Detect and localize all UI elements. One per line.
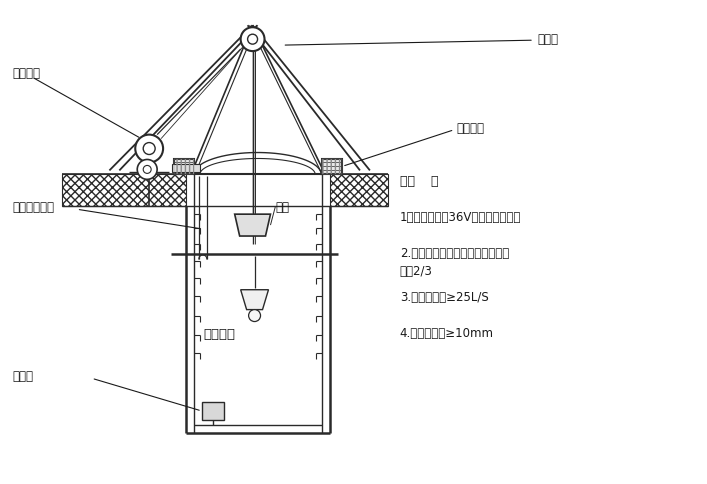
Bar bbox=[330, 175, 388, 207]
Bar bbox=[202, 402, 223, 420]
Text: 钢架管: 钢架管 bbox=[537, 32, 558, 45]
Circle shape bbox=[137, 160, 157, 180]
Text: 吊桶: 吊桶 bbox=[276, 200, 289, 213]
Text: 潜水泵: 潜水泵 bbox=[12, 369, 33, 382]
Circle shape bbox=[135, 136, 163, 163]
Polygon shape bbox=[240, 290, 269, 310]
Text: 3.孔内送风量≥25L/S: 3.孔内送风量≥25L/S bbox=[399, 290, 489, 303]
Bar bbox=[62, 175, 186, 207]
Bar bbox=[174, 160, 194, 175]
Bar bbox=[322, 160, 342, 175]
Text: 照明灯具: 照明灯具 bbox=[204, 327, 236, 340]
Circle shape bbox=[249, 310, 261, 322]
Circle shape bbox=[247, 35, 257, 45]
Text: 2.吊桶为皮桶，一次装土量不超过: 2.吊桶为皮桶，一次装土量不超过 bbox=[399, 246, 509, 259]
Circle shape bbox=[144, 143, 155, 155]
Text: 砖砌井圈: 砖砌井圈 bbox=[457, 122, 484, 135]
Text: 电动葫芦: 电动葫芦 bbox=[12, 67, 40, 80]
Bar bbox=[174, 160, 194, 175]
Text: 说明    ：: 说明 ： bbox=[399, 175, 438, 188]
Text: 容量2/3: 容量2/3 bbox=[399, 264, 433, 277]
Bar bbox=[322, 160, 342, 175]
Circle shape bbox=[240, 28, 264, 52]
Text: 1：孔内照明为36V低电压电灯灯泡: 1：孔内照明为36V低电压电灯灯泡 bbox=[399, 211, 521, 224]
Polygon shape bbox=[235, 215, 271, 237]
Circle shape bbox=[144, 166, 151, 174]
Bar bbox=[172, 165, 200, 173]
Text: 4.钢丝绳直径≥10mm: 4.钢丝绳直径≥10mm bbox=[399, 326, 493, 339]
Text: 风机及送风管: 风机及送风管 bbox=[12, 200, 54, 213]
